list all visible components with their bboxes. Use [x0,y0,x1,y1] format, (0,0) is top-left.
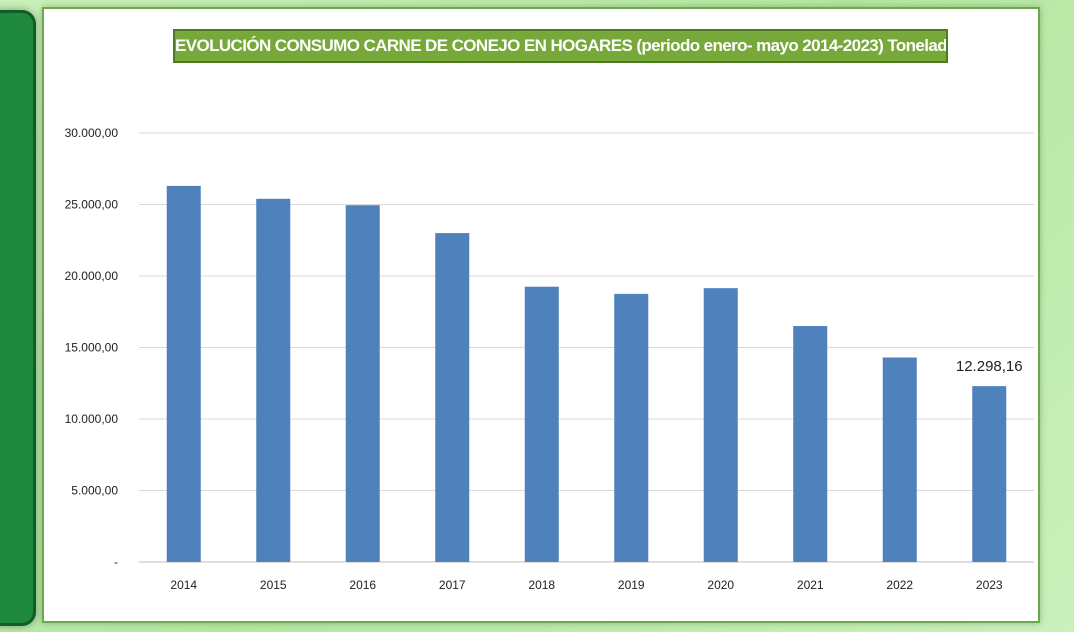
y-tick-label: - [114,555,118,569]
bar [703,288,738,562]
bar [345,205,380,562]
x-tick-label: 2023 [976,578,1003,592]
x-tick-label: 2016 [349,578,376,592]
y-tick-label: 15.000,00 [65,341,119,355]
bar [435,233,470,562]
y-tick-label: 25.000,00 [65,198,119,212]
x-tick-label: 2014 [170,578,197,592]
y-tick-label: 5.000,00 [71,484,118,498]
data-label: 12.298,16 [956,358,1023,375]
bar [166,185,201,562]
y-tick-label: 20.000,00 [65,269,119,283]
y-tick-label: 30.000,00 [65,126,119,140]
x-tick-label: 2021 [797,578,824,592]
chart-title: EVOLUCIÓN CONSUMO CARNE DE CONEJO EN HOG… [173,29,948,63]
y-tick-label: 10.000,00 [65,412,119,426]
x-tick-label: 2020 [707,578,734,592]
bar [882,357,917,562]
bar [524,286,559,562]
bar [793,326,828,562]
x-tick-label: 2017 [439,578,466,592]
bar-chart: - 5.000,00 10.000,00 15.000,00 20.000,00 25.0… [65,126,1034,592]
chart-frame: EVOLUCIÓN CONSUMO CARNE DE CONEJO EN HOG… [42,7,1040,623]
bar [614,293,649,562]
x-tick-label: 2019 [618,578,645,592]
x-tick-label: 2022 [886,578,913,592]
bar [256,198,291,562]
side-panel [0,10,36,626]
bar [972,386,1007,562]
x-tick-label: 2015 [260,578,287,592]
x-tick-label: 2018 [528,578,555,592]
